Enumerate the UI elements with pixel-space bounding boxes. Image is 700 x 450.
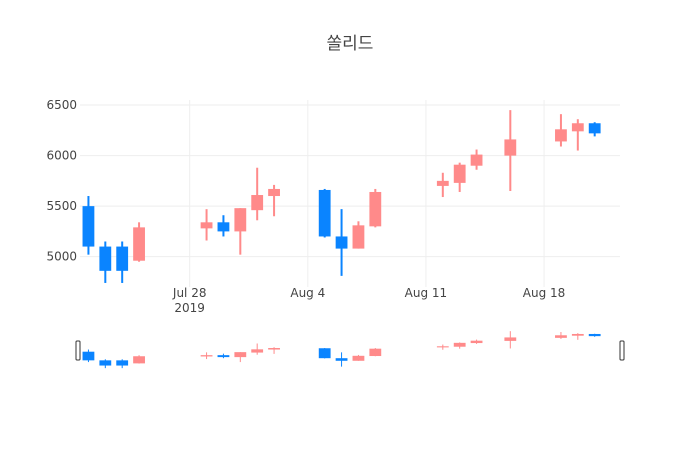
candle-body [352, 225, 365, 249]
candle-body [369, 191, 382, 227]
range-slider-handle-left[interactable] [75, 340, 81, 361]
candle-body [200, 355, 213, 357]
candle-body [453, 164, 466, 183]
slider-candle [318, 348, 331, 359]
range-slider[interactable] [75, 329, 625, 369]
candle-body [82, 206, 95, 247]
slider-candle [268, 347, 280, 354]
slider-candle [453, 342, 466, 349]
candle [352, 221, 365, 249]
slider-candle [352, 354, 365, 361]
slider-candle [436, 344, 449, 350]
candle-body [82, 351, 95, 361]
candle-body [318, 189, 331, 237]
candle-body [116, 360, 129, 366]
candle-body [99, 360, 112, 366]
candle [335, 209, 348, 276]
candle [217, 215, 230, 237]
slider-candle [200, 352, 213, 360]
slider-candle [99, 359, 112, 369]
candle [133, 222, 145, 262]
slider-candle [335, 352, 348, 367]
candle-body [99, 246, 112, 271]
candle [453, 162, 466, 192]
candle-body [318, 348, 331, 359]
slider-candle [251, 343, 264, 355]
candle-body [234, 208, 247, 232]
slider-candle [504, 331, 517, 349]
slider-candle [588, 333, 601, 337]
candle-body [436, 346, 449, 348]
slider-candle [571, 333, 584, 340]
candle [504, 110, 517, 191]
candle [251, 167, 264, 221]
candle [234, 208, 247, 255]
candle [200, 209, 213, 241]
candle-body [217, 222, 230, 232]
x-tick-label: Aug 11 [405, 286, 448, 300]
candle-body [133, 227, 145, 261]
candle-body [116, 246, 129, 271]
candle [268, 184, 280, 217]
candle-body [588, 333, 601, 337]
slider-candle [82, 349, 95, 363]
candle-body [504, 337, 517, 341]
candle [369, 188, 382, 228]
x-tick-sublabel: 2019 [174, 301, 205, 315]
candle-body [571, 123, 584, 132]
candle-body [335, 236, 348, 249]
candle-body [200, 222, 213, 229]
candle-body [453, 342, 466, 347]
y-tick-label: 6000 [46, 149, 77, 163]
candle-body [251, 195, 264, 211]
candle-body [470, 340, 483, 344]
y-tick-label: 6500 [46, 98, 77, 112]
candle-body [234, 352, 247, 358]
candle [555, 114, 567, 147]
range-slider-handle-right[interactable] [619, 340, 625, 361]
candle-body [352, 355, 365, 361]
x-tick-label: Jul 28 [172, 286, 207, 300]
candle-body [217, 355, 230, 358]
chart-title: 쏠리드 [327, 34, 374, 54]
candle [318, 188, 331, 238]
candle-body [470, 154, 483, 166]
slider-candle [217, 353, 230, 359]
candle [436, 172, 449, 198]
slider-candle [133, 355, 145, 364]
x-tick-label: Aug 18 [523, 286, 566, 300]
range-slider-track[interactable] [80, 329, 620, 369]
candle-body [555, 335, 567, 338]
slider-candle [116, 359, 129, 369]
candle-body [133, 356, 145, 364]
y-axis: 5000 5500 6000 6500 [46, 98, 77, 264]
slider-candle [234, 352, 247, 363]
candle-body [588, 123, 601, 134]
candle-body [335, 358, 348, 361]
candle [571, 119, 584, 151]
candle-body [436, 180, 449, 186]
candle-body [268, 348, 280, 350]
candle [588, 122, 601, 137]
candle-body [555, 129, 567, 142]
candle-body [369, 348, 382, 357]
candle [82, 196, 95, 255]
slider-candle [470, 339, 483, 344]
candle [116, 241, 129, 283]
y-tick-label: 5500 [46, 199, 77, 213]
candle [99, 241, 112, 283]
grid-lines [80, 100, 620, 287]
candle-body [504, 139, 517, 156]
candle-body [571, 333, 584, 336]
candles [82, 110, 601, 283]
candle [470, 149, 483, 170]
candle-body [251, 349, 264, 353]
candle-body [268, 188, 280, 197]
slider-candle [369, 348, 382, 357]
slider-candle [555, 332, 567, 339]
x-tick-label: Aug 4 [290, 286, 325, 300]
y-tick-label: 5000 [46, 250, 77, 264]
